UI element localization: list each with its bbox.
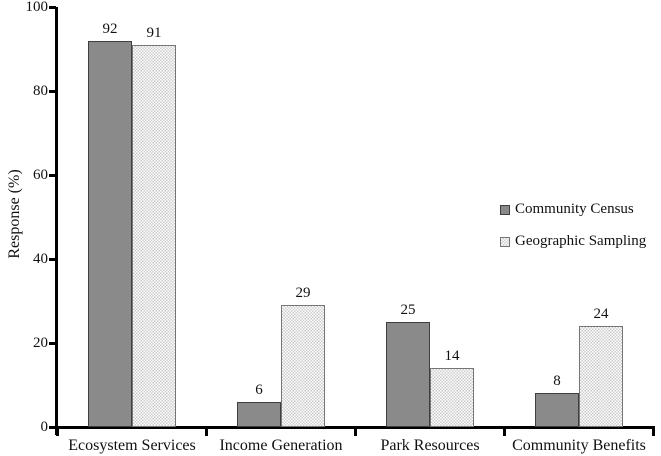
bar-value-label: 29	[295, 285, 311, 301]
y-tick-mark	[49, 6, 56, 9]
bar-community-census	[386, 322, 430, 427]
y-tick-label: 0	[40, 419, 49, 435]
bar-community-census	[88, 41, 132, 427]
x-category-label: Park Resources	[380, 437, 480, 454]
bar-value-label: 14	[444, 348, 460, 364]
bar-value-label: 8	[553, 373, 561, 389]
y-tick-mark	[49, 258, 56, 261]
x-axis-line	[55, 426, 655, 429]
y-tick-label: 40	[33, 251, 48, 267]
legend-label: Community Census	[515, 201, 634, 217]
y-tick-label: 20	[33, 335, 48, 351]
bar-value-label: 91	[146, 25, 162, 41]
legend-item: Community Census	[500, 199, 646, 220]
x-tick-mark	[503, 429, 506, 436]
y-tick-label: 80	[33, 83, 48, 99]
bar-value-label: 25	[400, 302, 416, 318]
x-category-label: Ecosystem Services	[68, 437, 196, 454]
bar-value-label: 6	[255, 382, 263, 398]
legend: Community Census Geographic Sampling	[500, 199, 646, 263]
x-tick-mark	[354, 429, 357, 436]
x-tick-mark	[652, 429, 655, 436]
bar-community-census	[535, 393, 579, 427]
x-category-label: Community Benefits	[512, 437, 646, 454]
bar-community-census	[237, 402, 281, 427]
y-tick-label: 100	[25, 0, 49, 15]
legend-item: Geographic Sampling	[500, 231, 646, 252]
bar-value-label: 92	[102, 21, 118, 37]
y-tick-mark	[49, 342, 56, 345]
x-tick-mark	[205, 429, 208, 436]
y-tick-mark	[49, 174, 56, 177]
legend-label: Geographic Sampling	[515, 233, 647, 249]
y-tick-mark	[49, 90, 56, 93]
y-tick-label: 60	[33, 167, 48, 183]
legend-swatch-geographic-sampling	[500, 236, 510, 247]
x-tick-mark	[56, 429, 59, 436]
bar-geographic-sampling	[579, 326, 623, 427]
bar-value-label: 24	[593, 306, 609, 322]
y-axis-line	[55, 7, 58, 435]
bar-geographic-sampling	[132, 45, 176, 427]
bar-geographic-sampling	[281, 305, 325, 427]
legend-swatch-community-census	[500, 204, 510, 215]
bar-geographic-sampling	[430, 368, 474, 427]
x-category-label: Income Generation	[219, 437, 343, 454]
y-tick-mark	[49, 426, 56, 429]
